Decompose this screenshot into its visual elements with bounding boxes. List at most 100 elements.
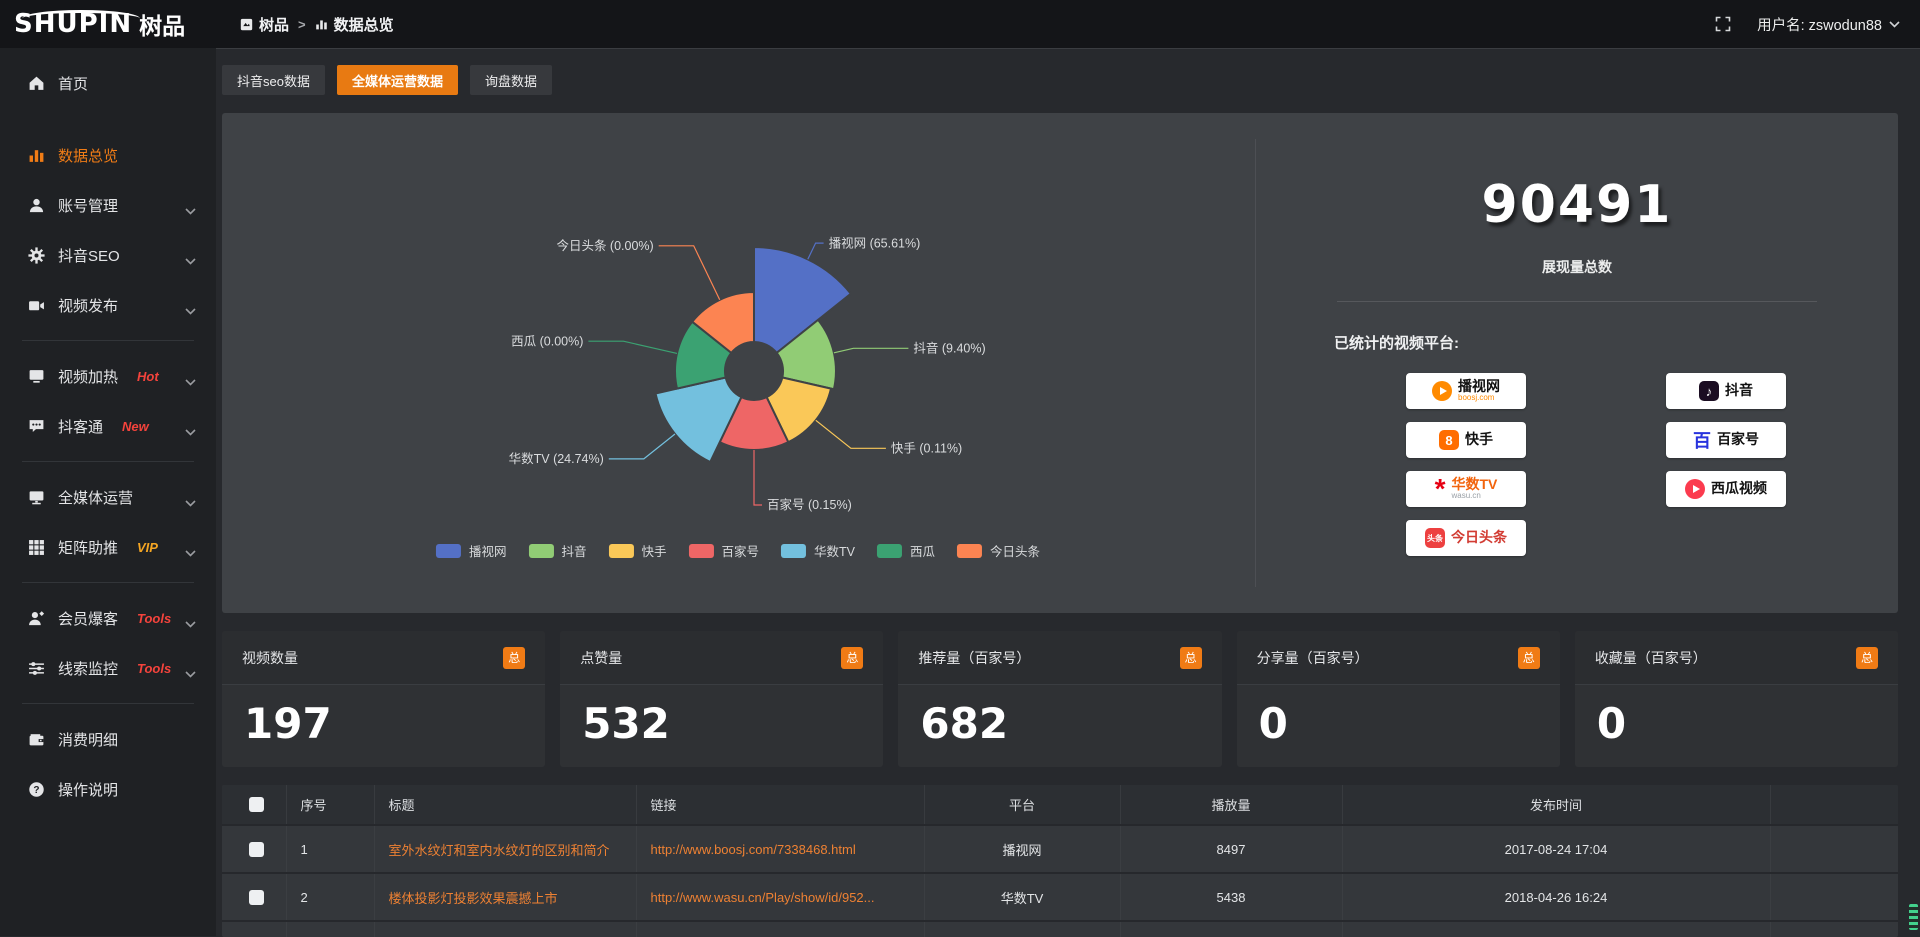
legend-item-3[interactable]: 百家号 <box>689 541 760 560</box>
sidebar-item-label: 消费明细 <box>58 729 118 750</box>
label-line-1 <box>834 348 909 353</box>
main-content: 抖音seo数据全媒体运营数据询盘数据 播视网 (65.61%)抖音 (9.40%… <box>216 48 1920 936</box>
scrollbar-thumb[interactable] <box>1909 904 1918 930</box>
video-title-link[interactable]: 室外水纹灯和室内水纹灯的区别和简介 <box>389 843 610 858</box>
video-icon <box>28 297 45 314</box>
stat-card-title: 视频数量 <box>242 648 298 668</box>
legend-label: 今日头条 <box>990 541 1040 560</box>
video-url-link[interactable]: http://www.wasu.cn/Play/show/id/952... <box>651 890 875 905</box>
chat-icon <box>28 418 45 435</box>
sidebar-item-data-overview[interactable]: 数据总览 <box>0 130 216 180</box>
legend-swatch <box>957 544 982 558</box>
row-checkbox[interactable] <box>249 890 264 905</box>
cell-publish-time: 2018-04-26 16:24 <box>1342 873 1770 921</box>
stat-card-total-badge[interactable]: 总 <box>841 647 863 669</box>
cell-platform: 华数TV <box>924 873 1120 921</box>
stat-card-total-badge[interactable]: 总 <box>503 647 525 669</box>
tab-douyin-seo-data[interactable]: 抖音seo数据 <box>222 65 325 95</box>
slice-label-0: 播视网 (65.61%) <box>829 235 921 250</box>
row-checkbox[interactable] <box>249 842 264 857</box>
sidebar-item-douketong[interactable]: 抖客通 New <box>0 401 216 451</box>
stat-cards-row: 视频数量 总 197 点赞量 总 532 推荐量（百家号） 总 682 <box>222 631 1898 767</box>
legend-swatch <box>528 544 553 558</box>
cell-index: 2 <box>286 873 374 921</box>
brand-logo[interactable]: SHUPIN 树品 <box>0 7 230 41</box>
slice-label-2: 快手 (0.11%) <box>891 442 962 456</box>
cell-platform: 播视网 <box>924 825 1120 873</box>
stat-card-total-badge[interactable]: 总 <box>1856 647 1878 669</box>
stat-card-value: 532 <box>560 685 883 762</box>
video-url-link[interactable]: http://www.boosj.com/7338468.html <box>651 842 856 857</box>
xigua-logo-icon <box>1685 479 1705 499</box>
cell-publish-time <box>1342 921 1770 937</box>
platform-badge-toutiao: 头条今日头条 <box>1406 520 1526 556</box>
table-row: 1 室外水纹灯和室内水纹灯的区别和简介 http://www.boosj.com… <box>222 825 1898 873</box>
stat-card-header: 收藏量（百家号） 总 <box>1575 631 1898 685</box>
sidebar-gap <box>0 108 216 130</box>
sidebar-divider <box>22 703 194 704</box>
stat-card-4: 收藏量（百家号） 总 0 <box>1575 631 1898 767</box>
video-table: 序号标题链接平台播放量发布时间 1 室外水纹灯和室内水纹灯的区别和简介 http… <box>222 785 1898 937</box>
stat-card-title: 推荐量（百家号） <box>918 648 1030 668</box>
table-header-row: 序号标题链接平台播放量发布时间 <box>222 785 1898 825</box>
sidebar-item-all-media[interactable]: 全媒体运营 <box>0 472 216 522</box>
legend-item-5[interactable]: 西瓜 <box>877 541 935 560</box>
sidebar-item-badge: New <box>122 419 149 434</box>
legend-item-0[interactable]: 播视网 <box>436 541 507 560</box>
user-star-icon <box>28 610 45 627</box>
sidebar-item-help[interactable]: ?操作说明 <box>0 764 216 814</box>
tab-inquiry-data[interactable]: 询盘数据 <box>470 65 552 95</box>
video-title-link[interactable]: 楼体投影灯投影效果震撼上市 <box>389 891 558 906</box>
sliders-icon <box>28 660 45 677</box>
select-all-checkbox[interactable] <box>249 797 264 812</box>
pie-slice-4[interactable] <box>656 378 742 463</box>
sidebar-item-label: 抖客通 <box>58 416 103 437</box>
legend-label: 西瓜 <box>910 541 935 560</box>
cell-platform <box>924 921 1120 937</box>
table-row: 2 楼体投影灯投影效果震撼上市 http://www.wasu.cn/Play/… <box>222 873 1898 921</box>
platform-badge-xigua: 西瓜视频 <box>1666 471 1786 507</box>
legend-item-2[interactable]: 快手 <box>608 541 666 560</box>
column-header: 标题 <box>374 785 636 825</box>
stat-card-total-badge[interactable]: 总 <box>1180 647 1202 669</box>
total-impressions-value: 90491 <box>1256 175 1898 235</box>
cell-plays: 5438 <box>1120 873 1342 921</box>
sidebar-item-badge: Hot <box>137 369 159 384</box>
legend-item-6[interactable]: 今日头条 <box>957 541 1040 560</box>
legend-label: 百家号 <box>722 541 760 560</box>
tab-all-media-data[interactable]: 全媒体运营数据 <box>337 65 458 95</box>
label-line-3 <box>754 450 762 505</box>
platforms-label: 已统计的视频平台: <box>1334 332 1898 353</box>
total-impressions-caption: 展现量总数 <box>1256 257 1898 277</box>
sidebar-item-home[interactable]: 首页 <box>0 58 216 108</box>
sidebar-item-consume-detail[interactable]: 消费明细 <box>0 714 216 764</box>
stat-card-title: 收藏量（百家号） <box>1595 648 1707 668</box>
breadcrumb-item[interactable]: 数据总览 <box>315 14 394 35</box>
stat-card-value: 197 <box>222 685 545 762</box>
chevron-down-icon <box>185 429 196 436</box>
stat-card-total-badge[interactable]: 总 <box>1518 647 1540 669</box>
sidebar-item-account-manage[interactable]: 账号管理 <box>0 180 216 230</box>
chevron-down-icon <box>185 308 196 315</box>
breadcrumb-item[interactable]: 树品 <box>240 14 289 35</box>
user-menu[interactable]: 用户名: zswodun88 <box>1757 14 1900 35</box>
legend-swatch <box>877 544 902 558</box>
platform-subtext: wasu.cn <box>1452 492 1498 501</box>
kuaishou-logo-icon: 8 <box>1439 430 1459 450</box>
grid-icon <box>28 539 45 556</box>
legend-item-1[interactable]: 抖音 <box>528 541 586 560</box>
fullscreen-icon[interactable] <box>1715 16 1731 32</box>
legend-item-4[interactable]: 华数TV <box>781 541 855 560</box>
chevron-down-icon <box>185 379 196 386</box>
sidebar-item-video-publish[interactable]: 视频发布 <box>0 280 216 330</box>
column-header-empty <box>1770 785 1898 825</box>
question-icon: ? <box>28 781 45 798</box>
legend-swatch <box>608 544 633 558</box>
sidebar-item-douyin-seo[interactable]: 抖音SEO <box>0 230 216 280</box>
